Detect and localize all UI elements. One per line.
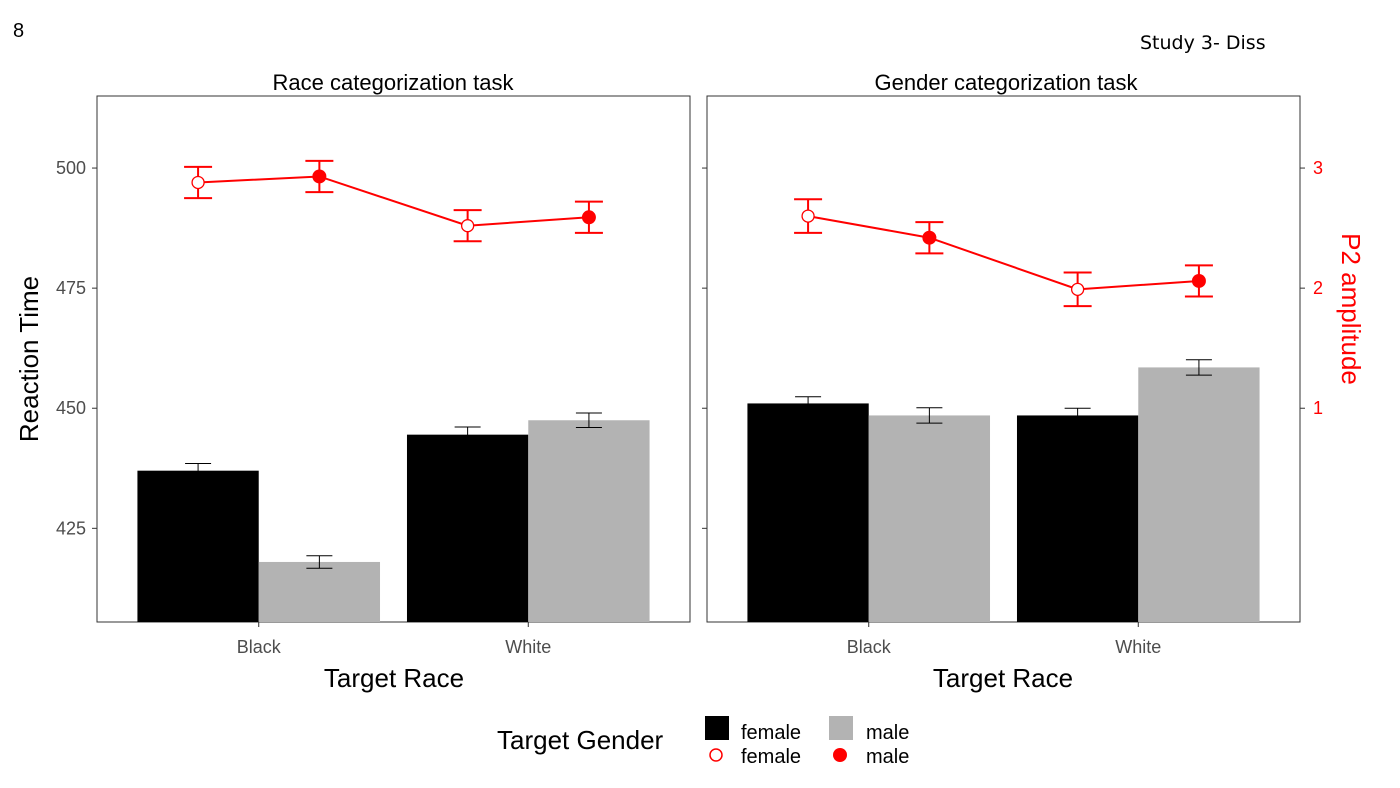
y2-tick-label-3: 3 — [1313, 158, 1323, 178]
x-axis-title-left: Target Race — [324, 663, 464, 693]
p2-race-black-female-point — [191, 175, 205, 190]
legend: female male female male — [705, 716, 909, 768]
legend-key-female-bar — [705, 716, 729, 740]
legend-label-female-bar: female — [741, 722, 801, 744]
study-label: Study 3- Diss — [1140, 32, 1266, 54]
x-tick-label-race-black: Black — [237, 637, 282, 657]
legend-key-female-point — [709, 748, 723, 762]
legend-label-male-bar: male — [866, 722, 909, 744]
y2-axis-title: P2 amplitude — [1336, 233, 1366, 385]
legend-key-male-bar — [829, 716, 853, 740]
legend-title: Target Gender — [497, 725, 664, 755]
x-tick-label-gender-black: Black — [847, 637, 892, 657]
p2-line-gender — [807, 215, 1199, 291]
p2-gender-black-female-point — [801, 209, 815, 223]
p2-line-race — [198, 175, 589, 227]
x-tick-label-gender-white: White — [1115, 637, 1161, 657]
bar-gender-black-male — [868, 415, 991, 622]
x-axis-title-right: Target Race — [933, 663, 1073, 693]
panel-title-race: Race categorization task — [273, 70, 515, 95]
y2-tick-label-1: 1 — [1313, 398, 1323, 418]
y-tick-label-500: 500 — [56, 158, 86, 178]
bar-gender-white-male — [1138, 367, 1260, 622]
p2-race-white-female-point — [460, 219, 475, 233]
bar-race-black-female — [137, 470, 259, 622]
p2-race-white-male-point — [581, 210, 596, 225]
bar-race-black-male — [258, 561, 381, 622]
bar-gender-white-female — [1016, 415, 1139, 622]
legend-label-female-point: female — [741, 746, 801, 768]
legend-label-male-point: male — [866, 746, 909, 768]
y-tick-label-425: 425 — [56, 518, 86, 538]
panel-title-gender: Gender categorization task — [875, 70, 1139, 95]
p2-gender-white-female-point — [1070, 282, 1085, 296]
p2-race-black-male-point — [312, 169, 327, 184]
x-tick-label-race-white: White — [505, 637, 551, 657]
bar-gender-black-female — [747, 403, 869, 622]
bar-race-white-male — [528, 420, 650, 622]
y-tick-label-450: 450 — [56, 398, 86, 418]
p2-gender-black-male-point — [922, 230, 937, 245]
legend-key-male-point — [833, 748, 847, 762]
panel-border-race — [96, 95, 691, 623]
p2-gender-white-male-point — [1191, 273, 1206, 288]
bar-race-white-female — [406, 434, 529, 622]
page-number: 8 — [13, 20, 25, 42]
y-axis-title: Reaction Time — [14, 276, 44, 442]
panel-border-gender — [706, 95, 1301, 623]
y2-tick-label-2: 2 — [1313, 278, 1323, 298]
y-tick-label-475: 475 — [56, 278, 86, 298]
